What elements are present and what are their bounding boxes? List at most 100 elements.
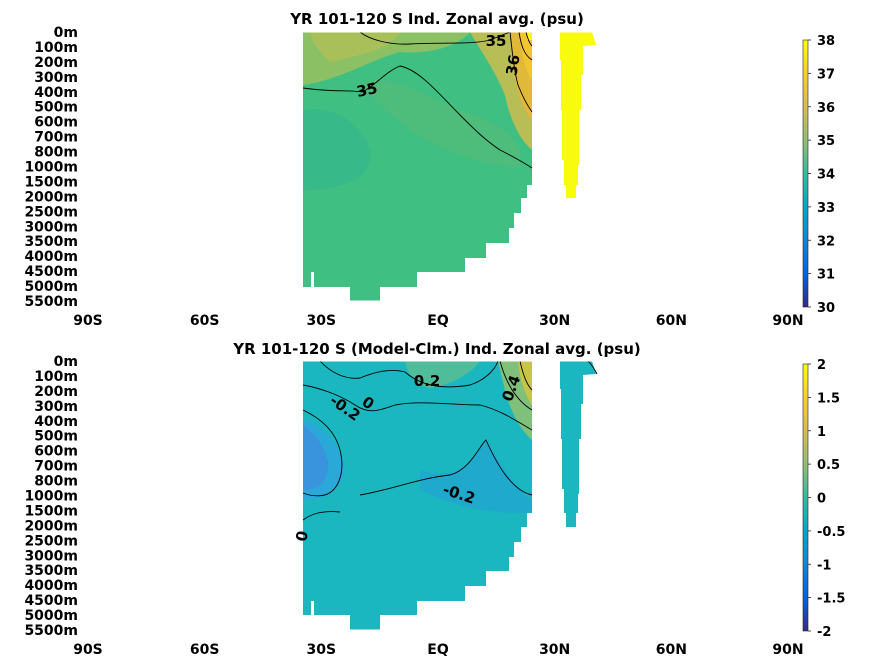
colorbar: 30 31 32 33 34 35 36 37 38 xyxy=(802,34,835,316)
panel-salinity-difference: YR 101-120 S (Model-Clm.) Ind. Zonal avg… xyxy=(24,340,845,656)
y-tick-label: 5500m xyxy=(24,623,78,639)
x-axis: 90S 60S 30S EQ 30N 60N 90N xyxy=(73,642,803,656)
y-tick-label: 5500m xyxy=(24,294,78,310)
y-tick-label: 4500m xyxy=(24,593,78,609)
y-tick-label: 400m xyxy=(34,85,78,101)
colorbar-tick-label: -0.5 xyxy=(817,525,845,540)
y-tick-label: 1000m xyxy=(24,489,78,505)
colorbar-tick-label: 30 xyxy=(817,301,835,316)
x-tick-label: 30S xyxy=(307,313,337,329)
y-tick-label: 100m xyxy=(34,40,78,56)
x-tick-label: EQ xyxy=(427,313,449,329)
x-tick-label: 90S xyxy=(73,313,103,329)
y-axis: 0m100m200m300m400m500m600m700m800m1000m1… xyxy=(24,354,78,639)
y-tick-label: 500m xyxy=(34,100,78,116)
y-tick-label: 600m xyxy=(34,444,78,460)
y-tick-label: 300m xyxy=(34,399,78,415)
y-tick-label: 3500m xyxy=(24,563,78,579)
colorbar-tick-label: 1 xyxy=(817,425,826,440)
contour-label: 0 xyxy=(292,529,312,542)
y-tick-label: 0m xyxy=(54,25,78,41)
marginal-sea-strip xyxy=(560,361,596,527)
ocean-mask xyxy=(303,32,532,301)
colorbar-tick-label: -1 xyxy=(817,558,831,573)
y-tick-label: 700m xyxy=(34,130,78,146)
y-tick-label: 3500m xyxy=(24,234,78,250)
y-tick-label: 4000m xyxy=(24,578,78,594)
y-tick-label: 500m xyxy=(34,429,78,445)
y-tick-label: 4000m xyxy=(24,249,78,265)
colorbar-tick-label: 31 xyxy=(817,268,835,283)
y-tick-label: 5000m xyxy=(24,608,78,624)
colorbar-tick-label: 33 xyxy=(817,201,835,216)
colorbar-tick-label: 35 xyxy=(817,134,835,149)
y-tick-label: 3000m xyxy=(24,219,78,235)
x-tick-label: 30N xyxy=(539,642,570,656)
contour-lines xyxy=(302,361,598,521)
x-tick-label: 30N xyxy=(539,313,570,329)
difference-field: 0.2 -0.2 0 -0.2 0 0.4 xyxy=(292,361,598,630)
x-tick-label: 90N xyxy=(772,642,803,656)
y-axis: 0m100m200m300m400m500m600m700m800m1000m1… xyxy=(24,25,78,310)
y-tick-label: 4500m xyxy=(24,264,78,280)
y-tick-label: 3000m xyxy=(24,548,78,564)
chart-title: YR 101-120 S (Model-Clm.) Ind. Zonal avg… xyxy=(232,340,641,358)
colorbar-tick-label: 0 xyxy=(817,492,826,507)
x-tick-label: 60N xyxy=(656,313,687,329)
plot-area-frame xyxy=(87,31,789,302)
fresh-region xyxy=(303,109,371,190)
y-tick-label: 1500m xyxy=(24,174,78,190)
negative-anomaly-core xyxy=(303,425,329,490)
x-tick-label: 60N xyxy=(656,642,687,656)
colorbar-tick-label: 38 xyxy=(817,34,835,49)
y-tick-label: 300m xyxy=(34,70,78,86)
panel-salinity: YR 101-120 S Ind. Zonal avg. (psu) xyxy=(24,10,835,329)
plot-area-frame xyxy=(87,360,789,631)
north-strip xyxy=(527,32,532,40)
y-tick-label: 200m xyxy=(34,55,78,71)
ocean-mask xyxy=(303,361,532,630)
colorbar-gradient xyxy=(802,39,809,308)
thermocline-band xyxy=(360,80,520,168)
contour-label: 35 xyxy=(486,32,507,50)
y-tick-label: 2500m xyxy=(24,533,78,549)
x-axis: 90S 60S 30S EQ 30N 60N 90N xyxy=(73,313,803,329)
y-tick-label: 1500m xyxy=(24,503,78,519)
x-tick-label: 90N xyxy=(772,313,803,329)
x-tick-label: 60S xyxy=(190,313,220,329)
colorbar-tick-label: 37 xyxy=(817,67,835,82)
y-tick-label: 0m xyxy=(54,354,78,370)
colorbar: -2 -1.5 -1 -0.5 0 0.5 1 1.5 2 xyxy=(802,358,845,640)
colorbar-gradient xyxy=(802,363,809,632)
y-tick-label: 200m xyxy=(34,384,78,400)
colorbar-tick-label: 0.5 xyxy=(817,458,840,473)
y-tick-label: 800m xyxy=(34,474,78,490)
y-tick-label: 2000m xyxy=(24,518,78,534)
y-tick-label: 2000m xyxy=(24,189,78,205)
y-tick-label: 800m xyxy=(34,145,78,161)
colorbar-tick-label: 2 xyxy=(817,358,826,373)
y-tick-label: 1000m xyxy=(24,160,78,176)
x-tick-label: 30S xyxy=(307,642,337,656)
salinity-field: 35 35 36 xyxy=(302,32,596,301)
x-tick-label: 60S xyxy=(190,642,220,656)
mid-depth-negative xyxy=(420,440,532,514)
x-tick-label: 90S xyxy=(73,642,103,656)
north-saline-max xyxy=(520,32,532,80)
contour-label: 0.2 xyxy=(414,372,441,390)
colorbar-tick-label: -2 xyxy=(817,625,831,640)
y-tick-label: 400m xyxy=(34,414,78,430)
contour-label: 36 xyxy=(502,53,523,77)
colorbar-tick-label: 32 xyxy=(817,234,835,249)
chart-title: YR 101-120 S Ind. Zonal avg. (psu) xyxy=(289,10,584,28)
y-tick-label: 2500m xyxy=(24,204,78,220)
contour-label: 35 xyxy=(355,79,379,101)
colorbar-tick-label: 1.5 xyxy=(817,391,840,406)
y-tick-label: 100m xyxy=(34,369,78,385)
x-tick-label: EQ xyxy=(427,642,449,656)
colorbar-tick-label: -1.5 xyxy=(817,592,845,607)
marginal-sea-strip xyxy=(560,32,596,198)
y-tick-label: 700m xyxy=(34,459,78,475)
colorbar-tick-label: 36 xyxy=(817,101,835,116)
